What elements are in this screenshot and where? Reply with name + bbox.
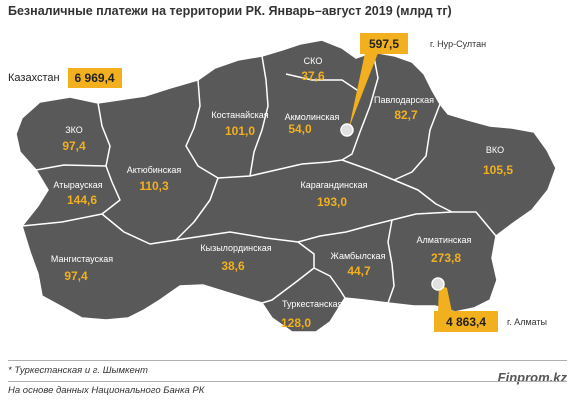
region-labels: СКО 37,6 Костанайская 101,0 Акмолинская … [51, 56, 513, 330]
region-name-vko: ВКО [486, 145, 504, 155]
source-note: На основе данных Национального Банка РК [8, 385, 205, 396]
almaty-callout-tail [438, 285, 452, 312]
border-karaganda-south [297, 211, 453, 243]
kazakhstan-label: Казахстан [8, 72, 60, 84]
region-name-karaganda: Карагандинская [300, 180, 367, 190]
nur-sultan-callout-tail [349, 53, 378, 128]
region-value-vko: 105,5 [483, 163, 513, 177]
region-value-karaganda: 193,0 [317, 195, 347, 209]
brand-logo[interactable]: Finprom.kz [497, 370, 567, 385]
region-name-turkestan: Туркестанская* [282, 299, 346, 309]
map-title: Безналичные платежи на территории РК. Ян… [8, 4, 452, 18]
region-value-pavlodar: 82,7 [394, 108, 418, 122]
region-borders [21, 51, 497, 304]
border-kostanay-karaganda [217, 163, 303, 179]
border-zko-atyrau [35, 164, 107, 171]
border-akmola-karaganda [301, 159, 343, 165]
kazakhstan-value: 6 969,4 [67, 68, 122, 88]
border-karaganda-pavlodar [341, 159, 395, 181]
footer-divider-top [8, 360, 567, 361]
almaty-value: 4 863,4 [446, 315, 486, 329]
region-name-sko: СКО [304, 56, 323, 66]
nur-sultan-callout-box [360, 33, 408, 54]
border-aktobe-kostanay [185, 79, 219, 179]
region-name-kyzylorda: Кызылординская [200, 243, 271, 253]
region-value-mangystau: 97,4 [64, 269, 88, 283]
almaty-callout-box [434, 311, 498, 332]
border-akmola-pavlodar [341, 51, 379, 161]
region-name-aktobe: Актюбинская [127, 165, 182, 175]
region-name-pavlodar: Павлодарская [374, 95, 434, 105]
border-pavlodar-vko [393, 103, 441, 181]
border-kyzylorda [175, 231, 315, 304]
kazakhstan-total: Казахстан 6 969,4 [8, 68, 122, 88]
border-vko-almaty [452, 211, 497, 237]
region-name-mangystau: Мангистауская [51, 254, 113, 264]
region-name-atyrau: Атырауская [53, 180, 102, 190]
border-atyrau-mangystau [21, 165, 121, 227]
region-name-akmola: Акмолинская [285, 112, 340, 122]
region-name-kostanay: Костанайская [211, 110, 268, 120]
region-value-zhambyl: 44,7 [347, 264, 371, 278]
border-aktobe-karaganda [175, 177, 219, 241]
region-value-sko: 37,6 [301, 69, 325, 83]
border-kostanay-akmola [249, 55, 269, 177]
region-name-zko: ЗКО [65, 125, 83, 135]
region-value-almaty: 273,8 [431, 251, 461, 265]
border-zhambyl-almaty [387, 219, 395, 304]
border-zko-aktobe [97, 102, 111, 167]
border-karaganda-vko [393, 179, 453, 213]
region-value-aktobe: 110,3 [139, 179, 169, 193]
almaty-marker [431, 277, 445, 291]
almaty-label: г. Алматы [507, 317, 547, 327]
region-value-turkestan: 128,0 [281, 316, 311, 330]
nur-sultan-marker [340, 123, 354, 137]
nur-sultan-label: г. Нур-Султан [430, 39, 486, 49]
footer-divider-bottom [8, 381, 567, 382]
region-value-atyrau: 144,6 [67, 193, 97, 207]
border-mangystau-aktobe [101, 213, 177, 245]
region-value-zko: 97,4 [62, 139, 86, 153]
border-zhambyl-turkestan [313, 267, 346, 299]
region-name-zhambyl: Жамбылская [331, 251, 386, 261]
region-name-almaty: Алматинская [417, 235, 472, 245]
nur-sultan-value: 597,5 [369, 37, 399, 51]
border-sko-akmola [285, 73, 361, 93]
region-value-akmola: 54,0 [288, 122, 312, 136]
region-value-kostanay: 101,0 [225, 124, 255, 138]
footnote: * Туркестанская и г. Шымкент [8, 365, 148, 376]
region-value-kyzylorda: 38,6 [221, 259, 245, 273]
country-shape [15, 39, 557, 333]
